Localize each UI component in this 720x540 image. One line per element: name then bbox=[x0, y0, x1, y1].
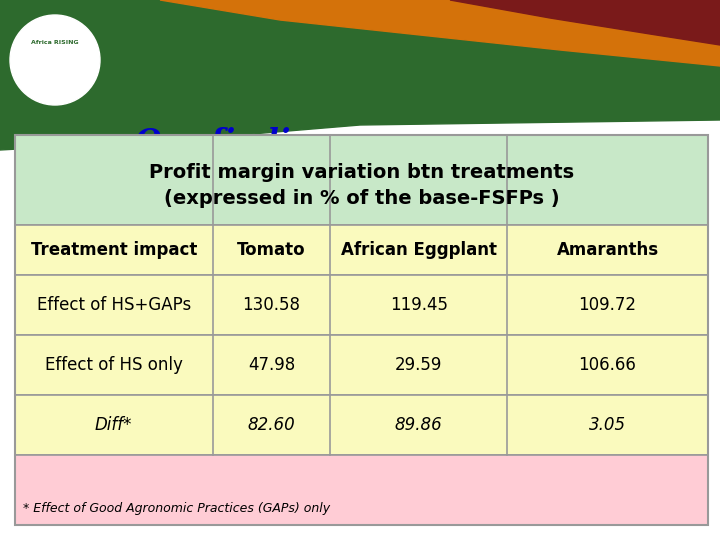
Polygon shape bbox=[450, 0, 720, 45]
Text: Effect of HS only: Effect of HS only bbox=[45, 356, 183, 374]
FancyBboxPatch shape bbox=[0, 0, 720, 120]
FancyBboxPatch shape bbox=[15, 335, 708, 395]
Text: 119.45: 119.45 bbox=[390, 296, 448, 314]
Circle shape bbox=[10, 15, 100, 105]
Text: Profit margin variation btn treatments: Profit margin variation btn treatments bbox=[149, 163, 574, 181]
Text: Africa RISING: Africa RISING bbox=[31, 39, 78, 44]
Polygon shape bbox=[160, 0, 720, 66]
Text: African Eggplant: African Eggplant bbox=[341, 241, 497, 259]
Text: 29.59: 29.59 bbox=[395, 356, 442, 374]
Text: Treatment impact: Treatment impact bbox=[30, 241, 197, 259]
Text: 89.86: 89.86 bbox=[395, 416, 443, 434]
FancyBboxPatch shape bbox=[15, 455, 708, 525]
Text: 130.58: 130.58 bbox=[243, 296, 300, 314]
FancyBboxPatch shape bbox=[15, 135, 708, 225]
Text: 109.72: 109.72 bbox=[578, 296, 636, 314]
Text: Effect of HS+GAPs: Effect of HS+GAPs bbox=[37, 296, 191, 314]
FancyBboxPatch shape bbox=[15, 225, 708, 275]
Text: * Effect of Good Agronomic Practices (GAPs) only: * Effect of Good Agronomic Practices (GA… bbox=[23, 502, 330, 515]
Text: 47.98: 47.98 bbox=[248, 356, 295, 374]
Text: Tomato: Tomato bbox=[237, 241, 306, 259]
FancyBboxPatch shape bbox=[15, 275, 708, 335]
Text: 106.66: 106.66 bbox=[579, 356, 636, 374]
Polygon shape bbox=[0, 0, 720, 150]
Text: (expressed in % of the base-FSFPs ): (expressed in % of the base-FSFPs ) bbox=[163, 188, 559, 207]
Text: 3.05: 3.05 bbox=[589, 416, 626, 434]
Text: Diff*: Diff* bbox=[95, 416, 132, 434]
FancyBboxPatch shape bbox=[15, 395, 708, 455]
Text: 82.60: 82.60 bbox=[248, 416, 295, 434]
Text: Our findings: Our findings bbox=[135, 127, 351, 158]
Text: Amaranths: Amaranths bbox=[557, 241, 659, 259]
